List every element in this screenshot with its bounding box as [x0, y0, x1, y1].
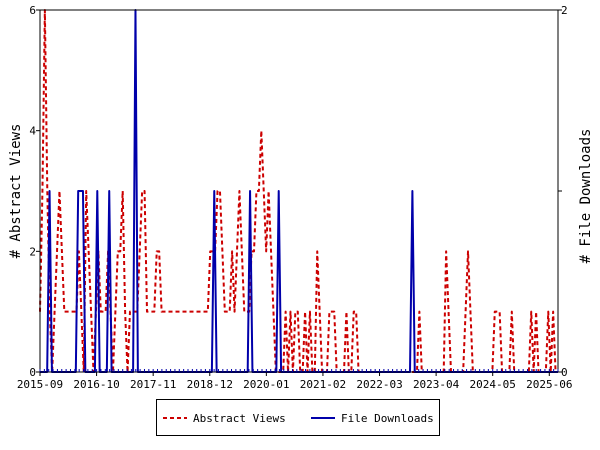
- y-left-tick-label: 2: [29, 245, 36, 258]
- x-tick-label: 2022-03: [356, 378, 402, 391]
- axes: 2015-09 2016-10 2017-11 2018-12 2020-01 2021-…: [17, 4, 573, 391]
- plot-series: [39, 9, 558, 373]
- y-left-tick-label: 4: [29, 125, 36, 138]
- legend-label-file-downloads: File Downloads: [341, 411, 434, 425]
- x-tick-label: 2024-05: [470, 378, 516, 391]
- y-axis-left-title: # Abstract Views: [8, 124, 24, 259]
- legend-item-abstract-views: Abstract Views: [163, 410, 286, 426]
- series-line-abstract-views: [39, 9, 558, 373]
- x-tick-label: 2021-02: [300, 378, 346, 391]
- x-tick-label: 2020-01: [243, 378, 289, 391]
- y-left-tick-label: 6: [29, 4, 36, 17]
- x-tick-label: 2023-04: [413, 378, 460, 391]
- legend-item-file-downloads: File Downloads: [311, 410, 434, 426]
- x-tick-label: 2015-09: [17, 378, 63, 391]
- x-tick-label: 2018-12: [187, 378, 233, 391]
- legend-swatch-abstract-views: [163, 417, 187, 419]
- legend-swatch-file-downloads: [311, 417, 335, 419]
- y-right-tick-label: 0: [561, 366, 568, 379]
- y-right-tick-label: 2: [561, 4, 568, 17]
- x-tick-label: 2025-06: [526, 378, 572, 391]
- y-left-tick-label: 0: [29, 366, 36, 379]
- legend: Abstract Views File Downloads: [156, 399, 440, 436]
- x-tick-label: 2016-10: [73, 378, 119, 391]
- x-tick-label: 2017-11: [130, 378, 176, 391]
- legend-label-abstract-views: Abstract Views: [193, 411, 286, 425]
- y-axis-right-title: # File Downloads: [578, 129, 594, 264]
